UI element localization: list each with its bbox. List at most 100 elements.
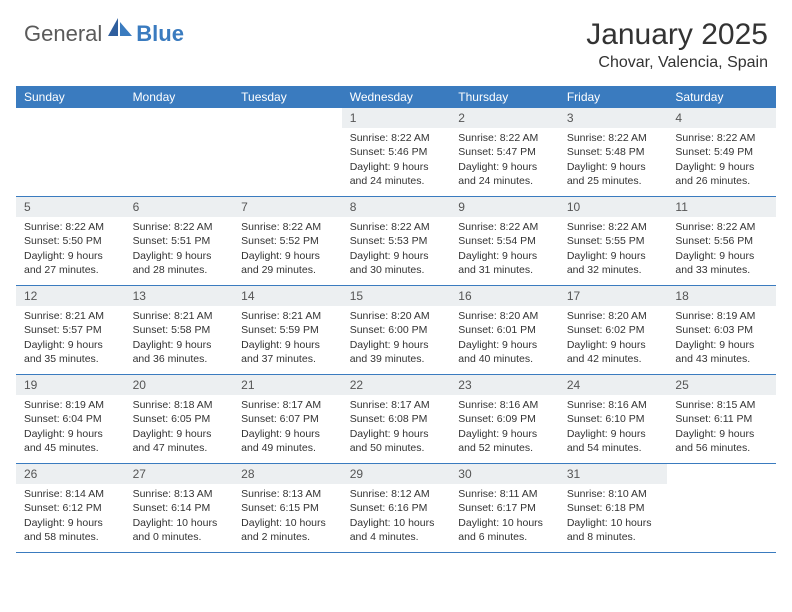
day-content: Sunrise: 8:21 AMSunset: 5:58 PMDaylight:…: [125, 306, 234, 372]
day-line: Sunset: 5:48 PM: [567, 145, 660, 159]
day-line: Sunrise: 8:22 AM: [350, 131, 443, 145]
day-line: Sunset: 5:51 PM: [133, 234, 226, 248]
day-content: Sunrise: 8:19 AMSunset: 6:03 PMDaylight:…: [667, 306, 776, 372]
day-content: Sunrise: 8:20 AMSunset: 6:01 PMDaylight:…: [450, 306, 559, 372]
day-line: Sunset: 6:05 PM: [133, 412, 226, 426]
day-line: Daylight: 9 hours: [675, 160, 768, 174]
day-content: Sunrise: 8:22 AMSunset: 5:54 PMDaylight:…: [450, 217, 559, 283]
day-number: 3: [559, 108, 668, 128]
weekday-header: Friday: [559, 86, 668, 108]
day-number: 21: [233, 375, 342, 395]
day-number: 25: [667, 375, 776, 395]
day-line: and 4 minutes.: [350, 530, 443, 544]
weekday-header: Sunday: [16, 86, 125, 108]
day-cell: 6Sunrise: 8:22 AMSunset: 5:51 PMDaylight…: [125, 197, 234, 285]
day-line: Daylight: 9 hours: [241, 249, 334, 263]
month-title: January 2025: [586, 18, 768, 52]
day-line: Daylight: 9 hours: [567, 338, 660, 352]
day-line: and 35 minutes.: [24, 352, 117, 366]
day-line: and 56 minutes.: [675, 441, 768, 455]
day-line: and 0 minutes.: [133, 530, 226, 544]
day-number: 17: [559, 286, 668, 306]
day-line: Sunset: 5:55 PM: [567, 234, 660, 248]
day-line: Sunrise: 8:22 AM: [675, 220, 768, 234]
weekday-header: Monday: [125, 86, 234, 108]
day-number: 2: [450, 108, 559, 128]
day-line: Sunset: 6:03 PM: [675, 323, 768, 337]
logo: General Blue: [24, 18, 184, 49]
day-content: Sunrise: 8:22 AMSunset: 5:48 PMDaylight:…: [559, 128, 668, 194]
day-line: and 24 minutes.: [350, 174, 443, 188]
day-line: and 58 minutes.: [24, 530, 117, 544]
day-line: Sunset: 5:58 PM: [133, 323, 226, 337]
day-content: Sunrise: 8:22 AMSunset: 5:56 PMDaylight:…: [667, 217, 776, 283]
day-line: Daylight: 9 hours: [24, 249, 117, 263]
logo-text-general: General: [24, 21, 102, 47]
day-line: and 8 minutes.: [567, 530, 660, 544]
day-number: 31: [559, 464, 668, 484]
day-line: Sunrise: 8:13 AM: [133, 487, 226, 501]
day-content: Sunrise: 8:20 AMSunset: 6:02 PMDaylight:…: [559, 306, 668, 372]
day-line: and 32 minutes.: [567, 263, 660, 277]
weekday-header: Tuesday: [233, 86, 342, 108]
day-content: Sunrise: 8:14 AMSunset: 6:12 PMDaylight:…: [16, 484, 125, 550]
day-line: and 2 minutes.: [241, 530, 334, 544]
day-content: Sunrise: 8:22 AMSunset: 5:49 PMDaylight:…: [667, 128, 776, 194]
day-number: 24: [559, 375, 668, 395]
day-line: and 29 minutes.: [241, 263, 334, 277]
day-line: and 6 minutes.: [458, 530, 551, 544]
day-cell: 8Sunrise: 8:22 AMSunset: 5:53 PMDaylight…: [342, 197, 451, 285]
day-line: and 47 minutes.: [133, 441, 226, 455]
location: Chovar, Valencia, Spain: [586, 54, 768, 72]
day-line: Sunrise: 8:20 AM: [458, 309, 551, 323]
day-line: Daylight: 9 hours: [133, 249, 226, 263]
day-line: Sunrise: 8:22 AM: [350, 220, 443, 234]
day-content: Sunrise: 8:22 AMSunset: 5:47 PMDaylight:…: [450, 128, 559, 194]
day-cell: 31Sunrise: 8:10 AMSunset: 6:18 PMDayligh…: [559, 464, 668, 552]
day-line: Daylight: 9 hours: [567, 160, 660, 174]
day-line: Sunset: 5:50 PM: [24, 234, 117, 248]
day-cell: 18Sunrise: 8:19 AMSunset: 6:03 PMDayligh…: [667, 286, 776, 374]
day-number: 4: [667, 108, 776, 128]
week-row: 1Sunrise: 8:22 AMSunset: 5:46 PMDaylight…: [16, 108, 776, 197]
day-content: Sunrise: 8:19 AMSunset: 6:04 PMDaylight:…: [16, 395, 125, 461]
day-content: Sunrise: 8:15 AMSunset: 6:11 PMDaylight:…: [667, 395, 776, 461]
day-line: and 39 minutes.: [350, 352, 443, 366]
day-line: Daylight: 9 hours: [24, 516, 117, 530]
day-number: 23: [450, 375, 559, 395]
header: General Blue January 2025 Chovar, Valenc…: [0, 0, 792, 86]
day-cell: 21Sunrise: 8:17 AMSunset: 6:07 PMDayligh…: [233, 375, 342, 463]
day-line: Sunset: 6:18 PM: [567, 501, 660, 515]
week-row: 12Sunrise: 8:21 AMSunset: 5:57 PMDayligh…: [16, 286, 776, 375]
day-line: and 31 minutes.: [458, 263, 551, 277]
day-line: Sunrise: 8:21 AM: [241, 309, 334, 323]
day-cell: [233, 108, 342, 196]
day-line: Daylight: 9 hours: [350, 249, 443, 263]
day-line: Sunrise: 8:17 AM: [241, 398, 334, 412]
day-number: 26: [16, 464, 125, 484]
day-number: 7: [233, 197, 342, 217]
day-content: Sunrise: 8:21 AMSunset: 5:59 PMDaylight:…: [233, 306, 342, 372]
day-cell: 10Sunrise: 8:22 AMSunset: 5:55 PMDayligh…: [559, 197, 668, 285]
day-line: Sunset: 5:53 PM: [350, 234, 443, 248]
day-line: Sunset: 6:17 PM: [458, 501, 551, 515]
day-line: Sunrise: 8:22 AM: [241, 220, 334, 234]
day-line: and 42 minutes.: [567, 352, 660, 366]
weeks-container: 1Sunrise: 8:22 AMSunset: 5:46 PMDaylight…: [16, 108, 776, 553]
day-cell: [125, 108, 234, 196]
day-line: Daylight: 9 hours: [675, 338, 768, 352]
day-number: 11: [667, 197, 776, 217]
week-row: 26Sunrise: 8:14 AMSunset: 6:12 PMDayligh…: [16, 464, 776, 553]
day-line: Daylight: 9 hours: [458, 249, 551, 263]
day-cell: 19Sunrise: 8:19 AMSunset: 6:04 PMDayligh…: [16, 375, 125, 463]
day-line: Daylight: 9 hours: [567, 249, 660, 263]
day-cell: 9Sunrise: 8:22 AMSunset: 5:54 PMDaylight…: [450, 197, 559, 285]
day-line: Sunset: 6:12 PM: [24, 501, 117, 515]
day-line: and 49 minutes.: [241, 441, 334, 455]
day-line: Daylight: 9 hours: [350, 427, 443, 441]
day-line: Daylight: 9 hours: [458, 160, 551, 174]
day-line: Sunset: 6:00 PM: [350, 323, 443, 337]
logo-text-blue: Blue: [136, 21, 184, 47]
day-line: and 40 minutes.: [458, 352, 551, 366]
day-number: 27: [125, 464, 234, 484]
